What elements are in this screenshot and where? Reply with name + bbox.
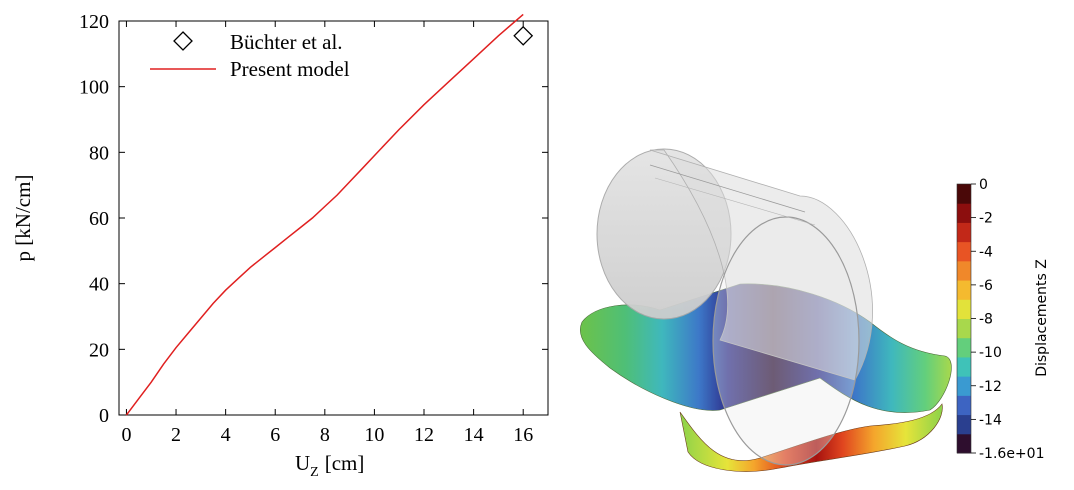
- x-tick-label: 16: [513, 424, 533, 446]
- colorbar-block: [957, 395, 971, 416]
- colorbar-tick-label: -12: [979, 379, 1002, 395]
- legend-entry-present: Present model: [230, 57, 350, 81]
- x-tick-label: 2: [171, 424, 181, 446]
- y-tick-label: 20: [89, 339, 109, 361]
- colorbar-block: [957, 241, 971, 262]
- x-axis-label-unit: [cm]: [325, 451, 365, 475]
- colorbar-block: [957, 280, 971, 300]
- buchter-data-point: [513, 25, 534, 46]
- x-axis-label: UZ [cm]: [295, 451, 364, 480]
- x-tick-label: 12: [414, 424, 434, 446]
- x-tick-label: 4: [221, 424, 231, 446]
- colorbar-tick-label: -4: [979, 244, 993, 260]
- deformed-shell-illustration: [580, 148, 952, 472]
- x-axis-ticks: 0 2 4 6 8 10 12 14 16: [121, 21, 533, 446]
- colorbar-block: [957, 433, 971, 454]
- legend: Büchter et al. Present model: [150, 30, 350, 81]
- x-tick-label: 6: [270, 424, 280, 446]
- colorbar-tick-label: -1.6e+01: [979, 446, 1044, 462]
- colorbar-block: [957, 318, 971, 339]
- colorbar-block: [957, 414, 971, 435]
- y-tick-label: 40: [89, 274, 109, 296]
- legend-diamond-marker: [173, 31, 193, 51]
- colorbar-tick-label: -10: [979, 345, 1002, 361]
- colorbar-tick-label: -2: [979, 211, 993, 227]
- colorbar-tick-label: -8: [979, 312, 993, 328]
- y-tick-label: 120: [79, 11, 109, 33]
- x-axis-label-sub: Z: [310, 465, 319, 480]
- y-tick-label: 100: [79, 77, 109, 99]
- y-tick-label: 60: [89, 208, 109, 230]
- colorbar-labels: 0 -2 -4 -6 -8 -10 -12 -14 -1.6e+01: [971, 177, 1044, 462]
- colorbar-tick-label: 0: [979, 177, 988, 193]
- y-tick-label: 80: [89, 142, 109, 164]
- legend-entry-buchter: Büchter et al.: [230, 30, 343, 54]
- colorbar-block: [957, 203, 971, 223]
- colorbar-block: [957, 260, 971, 281]
- y-axis-label: p [kN/cm]: [11, 175, 35, 262]
- x-tick-label: 14: [464, 424, 484, 446]
- colorbar-block: [957, 337, 971, 358]
- colorbar-blocks: [957, 184, 971, 454]
- series-layer: [125, 13, 534, 416]
- x-tick-label: 10: [364, 424, 384, 446]
- x-tick-label: 8: [320, 424, 330, 446]
- cylinder-generator-line-1: [649, 164, 806, 213]
- present-model-line: [125, 13, 524, 416]
- cylinder-front-end: [712, 216, 860, 466]
- colorbar-block: [957, 356, 971, 377]
- colorbar-block: [957, 299, 971, 319]
- colorbar-title: Displacements Z: [1034, 259, 1050, 377]
- cylinder-generator-line-2: [654, 177, 816, 226]
- x-tick-label: 0: [121, 424, 131, 446]
- colorbar-block: [957, 222, 971, 243]
- colorbar-block: [957, 184, 971, 204]
- x-axis-label-main: U: [295, 451, 310, 475]
- colorbar: 0 -2 -4 -6 -8 -10 -12 -14 -1.6e+01 Displacements…: [956, 177, 1050, 462]
- y-tick-label: 0: [99, 405, 109, 427]
- y-axis-ticks: 0 20 40 60 80 100 120: [79, 11, 548, 427]
- colorbar-tick-label: -6: [979, 278, 993, 294]
- colorbar-tick-label: -14: [979, 412, 1002, 428]
- colorbar-block: [957, 376, 971, 396]
